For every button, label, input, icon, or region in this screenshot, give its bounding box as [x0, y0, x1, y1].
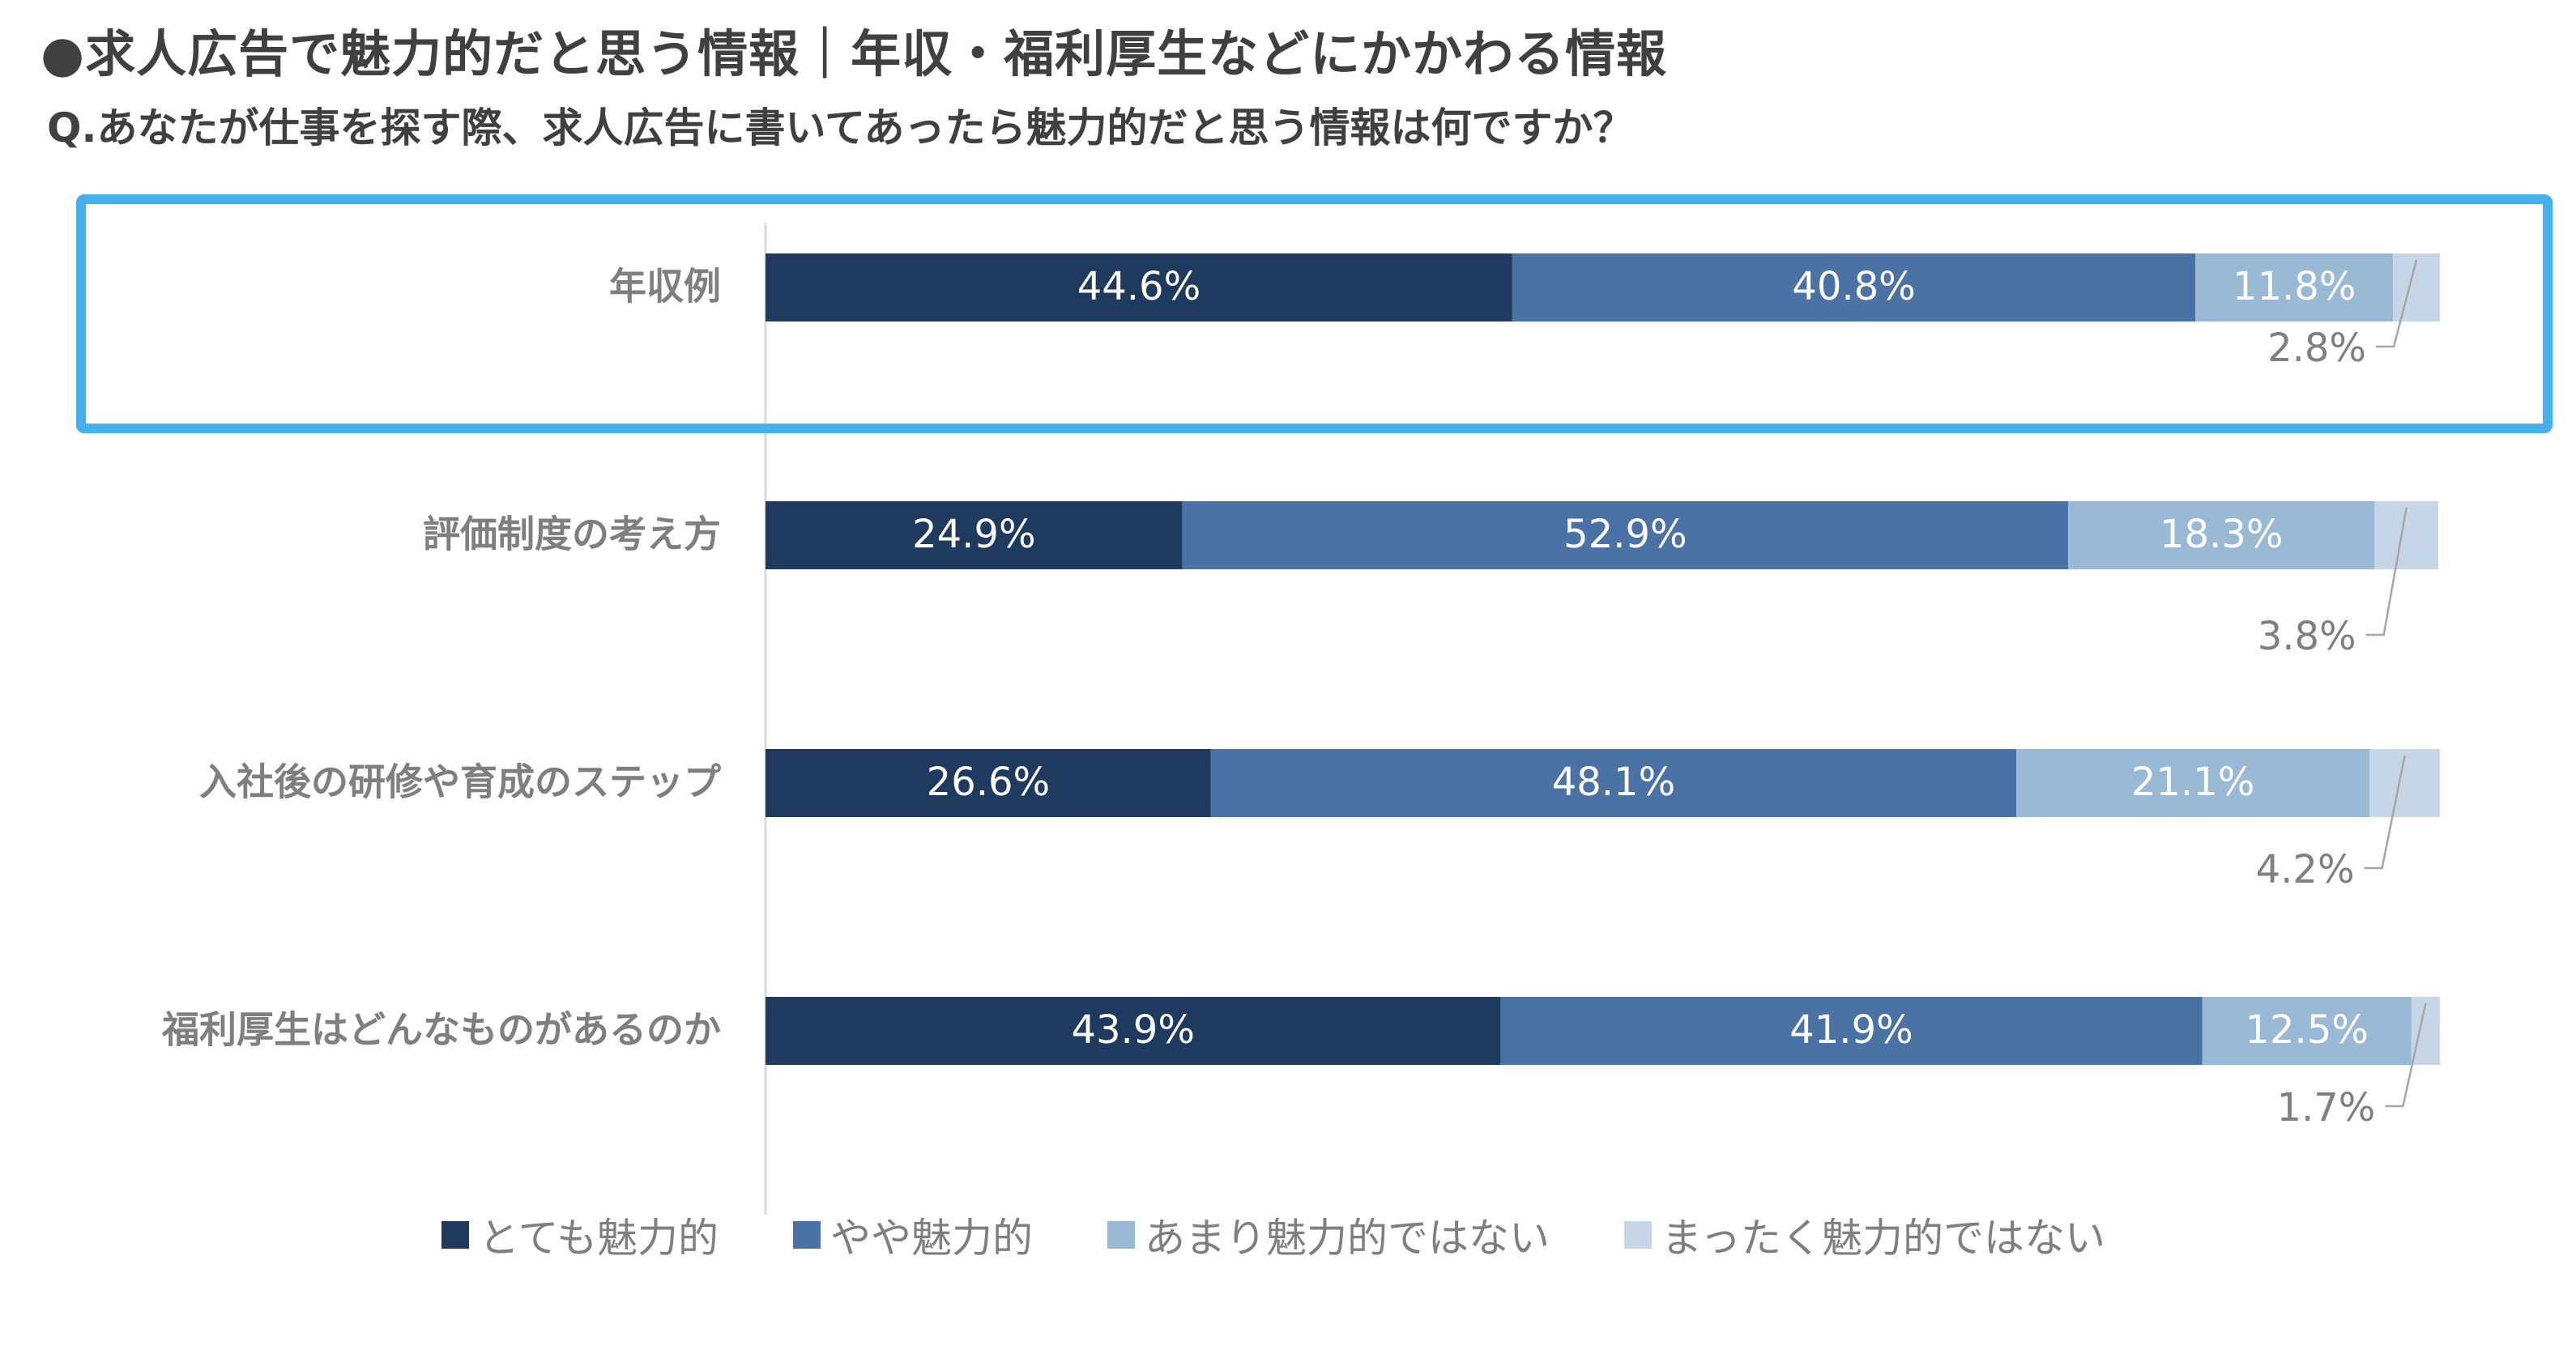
- legend-swatch: [1624, 1221, 1652, 1249]
- bar-segment: [2393, 253, 2440, 321]
- data-label: 43.9%: [1071, 1007, 1194, 1053]
- bar-segment: [1182, 501, 2069, 569]
- bar-segment: [2068, 501, 2375, 569]
- legend-swatch: [793, 1221, 821, 1249]
- bar-segment: [2016, 749, 2370, 817]
- page-title: ●求人広告で魅力的だと思う情報｜年収・福利厚生などにかかわる情報: [41, 24, 1668, 83]
- leader-line: [2376, 259, 2418, 348]
- legend-label: とても魅力的: [479, 1215, 719, 1262]
- data-label: 1.7%: [2276, 1085, 2375, 1130]
- bar-segment: [2411, 997, 2440, 1065]
- data-label: 12.5%: [2245, 1007, 2368, 1053]
- legend-label: あまり魅力的ではない: [1145, 1215, 1550, 1262]
- bar-segment: [766, 501, 1183, 569]
- data-label: 18.3%: [2160, 512, 2283, 557]
- category-label: 入社後の研修や育成のステップ: [199, 760, 721, 804]
- category-label: 年収例: [609, 265, 721, 309]
- bar-segment: [2202, 997, 2412, 1065]
- bar-segment: [766, 253, 1512, 321]
- bar-segment: [1512, 253, 2196, 321]
- question-subtitle: Q.あなたが仕事を探す際、求人広告に書いてあったら魅力的だと思う情報は何ですか？: [47, 104, 1634, 151]
- legend-label: まったく魅力的ではない: [1661, 1215, 2105, 1262]
- data-label: 11.8%: [2233, 264, 2356, 309]
- data-label: 52.9%: [1563, 512, 1687, 557]
- data-label: 24.9%: [912, 512, 1035, 557]
- category-label: 評価制度の考え方: [423, 513, 721, 556]
- bar-segment: [766, 749, 1211, 817]
- leader-line: [2365, 507, 2408, 636]
- bar-segment: [766, 997, 1501, 1065]
- legend-item: あまり魅力的ではない: [1107, 1206, 1550, 1264]
- data-label: 3.8%: [2258, 614, 2356, 659]
- chart-legend: とても魅力的 やや魅力的 あまり魅力的ではない まったく魅力的ではない: [441, 1207, 2180, 1263]
- data-label: 44.6%: [1077, 264, 1201, 309]
- legend-item: まったく魅力的ではない: [1624, 1206, 2105, 1264]
- data-label: 26.6%: [927, 760, 1050, 805]
- legend-swatch: [1107, 1221, 1135, 1249]
- legend-item: とても魅力的: [441, 1206, 719, 1264]
- leader-line: [2385, 1003, 2427, 1108]
- bar-segment: [1210, 749, 2017, 817]
- data-label: 21.1%: [2131, 760, 2254, 805]
- leader-line: [2364, 755, 2406, 870]
- data-label: 48.1%: [1552, 760, 1675, 805]
- legend-swatch: [441, 1221, 469, 1249]
- highlight-box: [76, 194, 2553, 433]
- data-label: 40.8%: [1792, 264, 1915, 309]
- legend-label: やや魅力的: [830, 1215, 1033, 1262]
- legend-item: やや魅力的: [793, 1206, 1033, 1264]
- bar-segment: [2195, 253, 2394, 321]
- data-label: 41.9%: [1789, 1007, 1913, 1053]
- data-label: 4.2%: [2256, 847, 2355, 892]
- data-label: 2.8%: [2267, 326, 2366, 371]
- category-label: 福利厚生はどんなものがあるのか: [161, 1008, 721, 1052]
- bar-segment: [1500, 997, 2203, 1065]
